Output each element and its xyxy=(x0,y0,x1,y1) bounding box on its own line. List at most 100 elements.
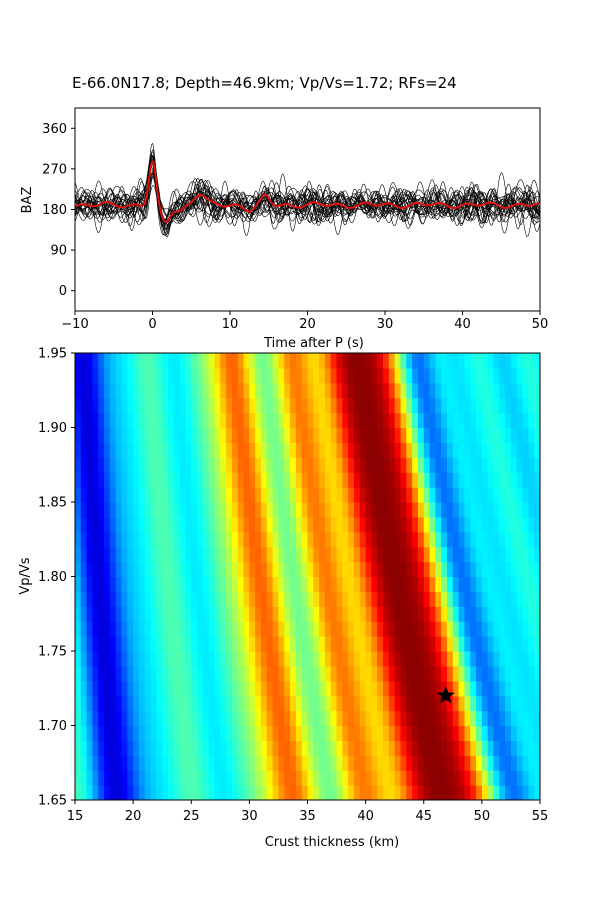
heatmap-cell xyxy=(458,487,466,503)
heatmap-cell xyxy=(243,502,250,518)
heatmap-cell xyxy=(452,710,460,727)
heatmap-cell xyxy=(162,353,169,369)
heatmap-cell xyxy=(423,516,431,533)
heatmap-cell xyxy=(330,576,338,592)
heatmap-cell xyxy=(534,606,540,622)
heatmap-cell xyxy=(104,755,111,771)
top-x-tick-label: −10 xyxy=(61,317,88,332)
heatmap-cell xyxy=(417,442,425,458)
heatmap-cell xyxy=(150,367,157,384)
heatmap-cell xyxy=(336,680,343,697)
heatmap-cell xyxy=(144,651,152,667)
heatmap-cell xyxy=(92,770,99,786)
heatmap-cell xyxy=(528,770,535,786)
heatmap-cell xyxy=(231,636,239,652)
heatmap-cell xyxy=(92,710,99,727)
heatmap-cell xyxy=(447,472,454,488)
heatmap-cell xyxy=(208,740,216,756)
heatmap-cell xyxy=(261,695,268,712)
heatmap-cell xyxy=(371,487,378,503)
heatmap-cell xyxy=(226,353,233,369)
heatmap-cell xyxy=(487,636,495,652)
heatmap-cell xyxy=(412,427,419,443)
heatmap-cell xyxy=(441,367,448,384)
heatmap-cell xyxy=(255,427,262,443)
heatmap-cell xyxy=(127,472,134,488)
heatmap-cell xyxy=(301,665,309,682)
heatmap-cell xyxy=(162,695,169,712)
heatmap-cell xyxy=(284,785,291,800)
heatmap-cell xyxy=(307,427,314,443)
heatmap-cell xyxy=(348,427,355,443)
heatmap-cell xyxy=(342,606,349,622)
heatmap-cell xyxy=(127,412,134,429)
heatmap-cell xyxy=(359,367,367,384)
heatmap-cell xyxy=(470,636,477,652)
heatmap-cell xyxy=(115,695,123,712)
heatmap-cell xyxy=(75,427,82,443)
heatmap-cell xyxy=(98,770,105,786)
heatmap-cell xyxy=(336,755,343,771)
heatmap-cell xyxy=(86,561,94,578)
heatmap-cell xyxy=(394,606,402,622)
heatmap-cell xyxy=(109,367,117,384)
heatmap-cell xyxy=(324,397,332,414)
heatmap-cell xyxy=(336,665,343,682)
heatmap-cell xyxy=(98,353,105,369)
heatmap-cell xyxy=(313,770,320,786)
heatmap-cell xyxy=(86,591,94,607)
heatmap-cell xyxy=(348,472,355,488)
heatmap-cell xyxy=(191,531,198,548)
heatmap-cell xyxy=(481,710,489,727)
heatmap-cell xyxy=(505,502,512,518)
heatmap-cell xyxy=(417,785,425,800)
heatmap-cell xyxy=(417,502,425,518)
heatmap-cell xyxy=(499,397,506,414)
heatmap-cell xyxy=(359,546,367,563)
heatmap-cell xyxy=(342,516,349,533)
heatmap-cell xyxy=(493,382,500,399)
heatmap-cell xyxy=(528,740,535,756)
heatmap-cell xyxy=(168,621,175,637)
heatmap-cell xyxy=(447,695,454,712)
heatmap-cell xyxy=(528,457,535,473)
heatmap-cell xyxy=(388,710,396,727)
heatmap-cell xyxy=(156,353,163,369)
heatmap-cell xyxy=(400,680,407,697)
heatmap-cell xyxy=(86,606,94,622)
heatmap-cell xyxy=(522,680,529,697)
heatmap-cell xyxy=(109,442,117,458)
heatmap-cell xyxy=(266,382,274,399)
heatmap-cell xyxy=(342,576,349,592)
heatmap-cell xyxy=(324,651,332,667)
heatmap-cell xyxy=(412,561,419,578)
heatmap-cell xyxy=(278,353,285,369)
heatmap-cell xyxy=(324,516,332,533)
heatmap-cell xyxy=(522,770,529,786)
heatmap-cell xyxy=(197,412,204,429)
heatmap-cell xyxy=(156,591,163,607)
heatmap-cell xyxy=(86,665,94,682)
heatmap-cell xyxy=(319,502,326,518)
heatmap-cell xyxy=(330,502,338,518)
heatmap-cell xyxy=(109,457,117,473)
heatmap-cell xyxy=(121,531,128,548)
heatmap-cell xyxy=(534,710,540,727)
heatmap-cell xyxy=(365,397,373,414)
heatmap-cell xyxy=(371,397,378,414)
heatmap-cell xyxy=(266,516,274,533)
heatmap-cell xyxy=(173,591,181,607)
heatmap-cell xyxy=(162,576,169,592)
heatmap-cell xyxy=(295,710,303,727)
heatmap-cell xyxy=(255,710,262,727)
heatmap-cell xyxy=(115,353,123,369)
heatmap-y-axis-label: Vp/Vs xyxy=(18,557,33,594)
heatmap-cell xyxy=(226,755,233,771)
heatmap-cell xyxy=(278,397,285,414)
heatmap-cell xyxy=(86,487,94,503)
heatmap-cell xyxy=(255,576,262,592)
heatmap-cell xyxy=(133,367,140,384)
heatmap-cell xyxy=(121,636,128,652)
heatmap-cell xyxy=(185,531,192,548)
heatmap-cell xyxy=(226,546,233,563)
